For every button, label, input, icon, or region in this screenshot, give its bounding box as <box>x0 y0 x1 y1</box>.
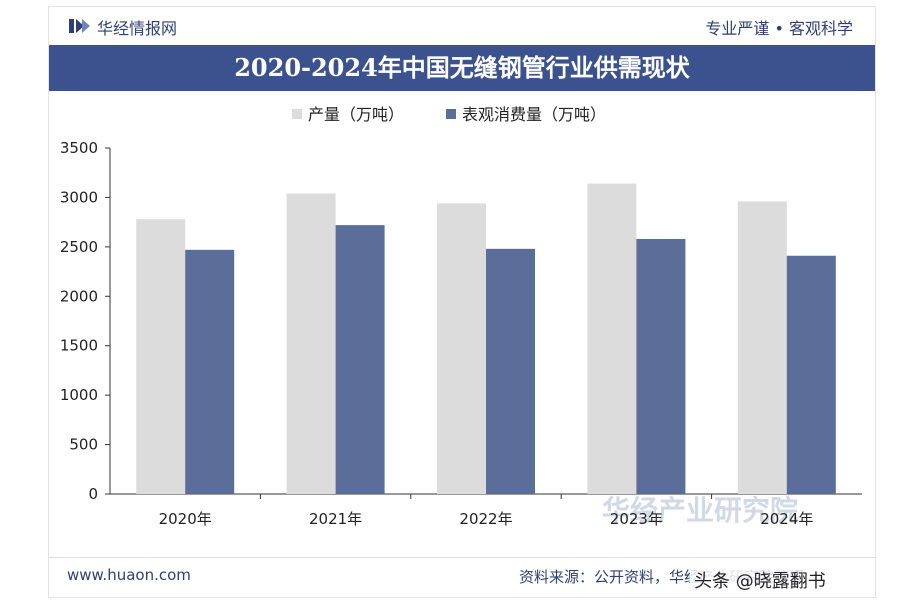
y-tick-label: 2500 <box>60 238 98 256</box>
legend-label: 产量（万吨） <box>308 105 404 124</box>
y-tick-label: 3000 <box>60 188 98 206</box>
x-tick-label: 2020年 <box>159 510 212 528</box>
y-tick-label: 1500 <box>60 337 98 355</box>
bar-production <box>587 183 637 495</box>
top-bar: 华经情报网 专业严谨 • 客观科学 <box>49 7 875 43</box>
y-tick-label: 3500 <box>60 139 98 157</box>
legend-label: 表观消费量（万吨） <box>462 105 606 124</box>
huajing-logo-icon <box>69 17 91 39</box>
bar-consumption <box>486 248 535 494</box>
site-url: www.huaon.com <box>67 566 191 584</box>
chart-title: 2020-2024年中国无缝钢管行业供需现状 <box>234 53 690 82</box>
title-band: 2020-2024年中国无缝钢管行业供需现状 <box>49 45 875 91</box>
corner-watermark: 头条 @晓露翻书 <box>690 565 830 595</box>
y-tick-label: 0 <box>88 485 98 503</box>
logo-text: 华经情报网 <box>97 19 178 38</box>
bar-production <box>136 219 186 495</box>
bar-consumption <box>786 255 836 494</box>
x-tick-label: 2024年 <box>760 510 813 528</box>
x-tick-label: 2022年 <box>459 510 512 528</box>
legend-swatch <box>292 109 302 119</box>
x-tick-label: 2021年 <box>309 510 362 528</box>
bar-consumption <box>185 249 235 494</box>
bar-production <box>737 201 787 494</box>
center-watermark: 华经产业研究院 <box>602 494 798 527</box>
bar-consumption <box>335 225 385 494</box>
bar-consumption <box>636 238 686 494</box>
y-tick-label: 2000 <box>60 287 98 305</box>
x-tick-label: 2023年 <box>610 510 663 528</box>
y-tick-label: 500 <box>69 436 98 454</box>
bar-production <box>437 203 486 495</box>
bar-production <box>286 193 336 494</box>
slogan: 专业严谨 • 客观科学 <box>705 19 853 38</box>
legend-swatch <box>446 109 456 119</box>
y-tick-label: 1000 <box>60 386 98 404</box>
